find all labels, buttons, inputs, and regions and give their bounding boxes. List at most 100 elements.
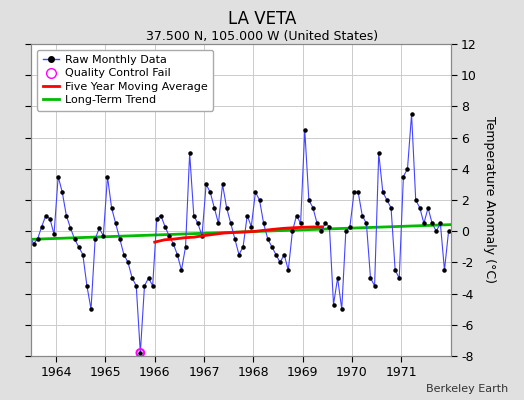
Y-axis label: Temperature Anomaly (°C): Temperature Anomaly (°C): [483, 116, 496, 284]
Point: [13, 209, 21, 216]
Point: [107, 204, 116, 211]
Point: [165, 233, 173, 239]
Point: [329, 301, 337, 308]
Point: [251, 189, 259, 195]
Point: [428, 220, 436, 226]
Point: [387, 204, 395, 211]
Point: [25, 233, 34, 239]
Point: [292, 212, 301, 219]
Point: [268, 244, 276, 250]
Point: [83, 282, 91, 289]
Point: [395, 275, 403, 281]
Point: [87, 306, 95, 312]
Point: [161, 223, 169, 230]
Point: [50, 231, 58, 238]
Point: [194, 220, 202, 226]
Point: [91, 236, 100, 242]
Point: [136, 350, 145, 356]
Point: [370, 282, 379, 289]
Point: [99, 233, 107, 239]
Point: [124, 259, 132, 266]
Point: [383, 197, 391, 203]
Point: [444, 228, 453, 234]
Point: [152, 216, 161, 222]
Point: [243, 212, 252, 219]
Point: [259, 220, 268, 226]
Text: Berkeley Earth: Berkeley Earth: [426, 384, 508, 394]
Point: [112, 220, 120, 226]
Point: [235, 251, 243, 258]
Point: [288, 228, 297, 234]
Point: [391, 267, 399, 274]
Point: [29, 240, 38, 247]
Point: [247, 223, 256, 230]
Point: [202, 181, 210, 188]
Point: [132, 282, 140, 289]
Point: [440, 267, 449, 274]
Point: [34, 236, 42, 242]
Point: [313, 220, 321, 226]
Point: [79, 251, 87, 258]
Point: [272, 251, 280, 258]
Point: [342, 228, 350, 234]
Point: [17, 220, 25, 226]
Point: [264, 236, 272, 242]
Point: [185, 150, 194, 156]
Point: [148, 282, 157, 289]
Point: [350, 189, 358, 195]
Point: [140, 282, 149, 289]
Point: [173, 251, 181, 258]
Point: [284, 267, 292, 274]
Point: [239, 244, 247, 250]
Point: [436, 220, 444, 226]
Point: [280, 251, 288, 258]
Point: [276, 259, 285, 266]
Point: [366, 275, 375, 281]
Point: [103, 173, 112, 180]
Point: [119, 251, 128, 258]
Point: [399, 173, 408, 180]
Point: [41, 212, 50, 219]
Point: [223, 204, 231, 211]
Point: [337, 306, 346, 312]
Point: [325, 223, 334, 230]
Point: [128, 275, 136, 281]
Point: [198, 233, 206, 239]
Point: [116, 236, 124, 242]
Point: [333, 275, 342, 281]
Point: [358, 212, 366, 219]
Point: [407, 111, 416, 118]
Point: [206, 189, 214, 195]
Point: [70, 236, 79, 242]
Point: [62, 212, 71, 219]
Point: [145, 275, 153, 281]
Point: [181, 244, 190, 250]
Point: [67, 225, 75, 231]
Legend: Raw Monthly Data, Quality Control Fail, Five Year Moving Average, Long-Term Tren: Raw Monthly Data, Quality Control Fail, …: [37, 50, 213, 111]
Point: [321, 220, 330, 226]
Point: [219, 181, 227, 188]
Point: [58, 189, 67, 195]
Point: [297, 220, 305, 226]
Point: [214, 220, 223, 226]
Text: 37.500 N, 105.000 W (United States): 37.500 N, 105.000 W (United States): [146, 30, 378, 43]
Point: [190, 212, 198, 219]
Point: [317, 228, 325, 234]
Text: LA VETA: LA VETA: [228, 10, 296, 28]
Point: [379, 189, 387, 195]
Point: [420, 220, 428, 226]
Point: [136, 350, 145, 356]
Point: [5, 173, 13, 180]
Point: [21, 225, 29, 231]
Point: [169, 240, 178, 247]
Point: [432, 228, 441, 234]
Point: [424, 204, 432, 211]
Point: [9, 184, 17, 191]
Point: [226, 220, 235, 226]
Point: [309, 204, 317, 211]
Point: [46, 216, 54, 222]
Point: [362, 220, 370, 226]
Point: [375, 150, 383, 156]
Point: [54, 173, 62, 180]
Point: [304, 197, 313, 203]
